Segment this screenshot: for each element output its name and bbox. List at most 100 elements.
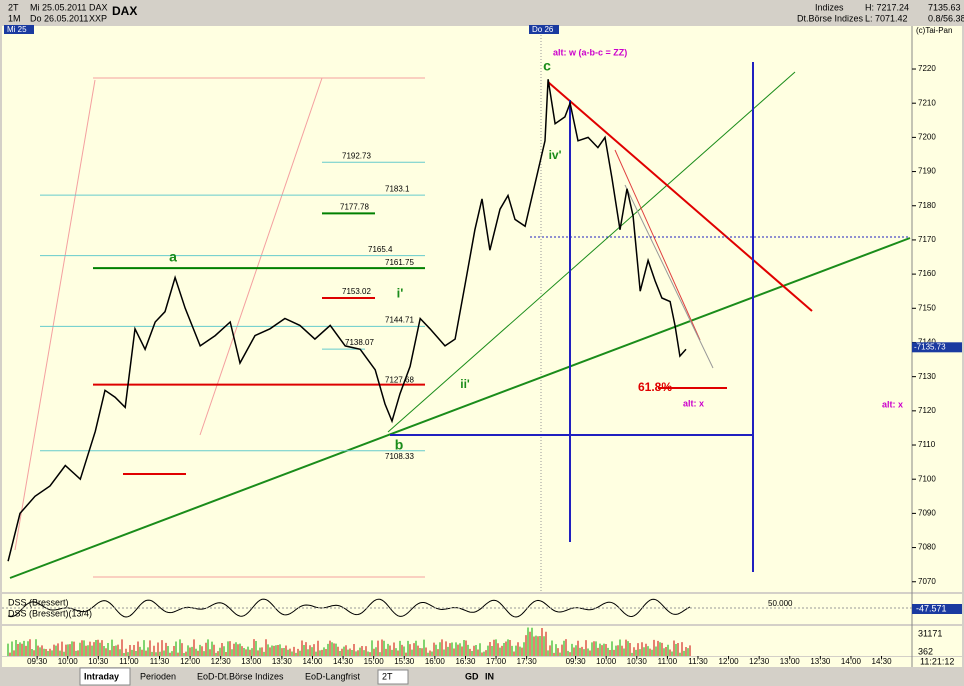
x-tick-label: 13:00 [241, 657, 262, 666]
symbol: DAX [89, 2, 108, 12]
last: 7135.63 [928, 2, 961, 12]
annotation: iv' [549, 148, 562, 162]
x-tick-label: 13:00 [780, 657, 801, 666]
indicator-panel [2, 594, 962, 624]
high: H: 7217.24 [865, 2, 909, 12]
y-tick-label: 7110 [918, 440, 936, 449]
annotation: a [169, 249, 177, 265]
chart-title: DAX [112, 4, 137, 18]
annotation: ii' [460, 377, 470, 391]
drawings [9, 62, 911, 579]
x-tick-label: 09:30 [27, 657, 48, 666]
copyright: (c)Tai-Pan [916, 26, 952, 35]
x-tick-label: 09:30 [566, 657, 587, 666]
x-tick-label: 10:30 [627, 657, 648, 666]
y-tick-label: 7180 [918, 201, 936, 210]
y-tick-label: 7210 [918, 98, 936, 107]
channel-line [199, 77, 323, 436]
x-tick-label: 14:30 [872, 657, 893, 666]
change: 0.8/56.38 [928, 13, 964, 23]
level-label: 7183.1 [385, 184, 410, 193]
y-tick-label: 7080 [918, 543, 936, 552]
x-tick-label: 12:30 [749, 657, 770, 666]
plot-area [2, 26, 912, 592]
date: Mi 25.05.2011 [30, 2, 86, 12]
x-tick-label: 10:30 [88, 657, 109, 666]
price-line [7, 79, 687, 562]
day-badge [4, 25, 34, 34]
annotation: 61.8% [638, 380, 672, 394]
span: 1M [8, 13, 21, 23]
price-marker: -7135.73 [914, 342, 946, 351]
y-tick-label: 7200 [918, 132, 936, 141]
annotation: alt: w (a-b-c = ZZ) [553, 47, 627, 57]
period: 2T [8, 2, 19, 12]
x-tick-label: 14:30 [333, 657, 354, 666]
y-tick-label: 7170 [918, 235, 936, 244]
x-tick-label: 17:30 [517, 657, 538, 666]
tab[interactable]: EoD-Langfrist [305, 671, 361, 681]
x-tick-label: 10:00 [58, 657, 79, 666]
annotation: i' [397, 285, 404, 300]
annotation: alt: x [683, 398, 704, 408]
volume-max: 31171 [918, 628, 942, 638]
level-label: 7127.68 [385, 376, 414, 385]
clock: 11:21:12 [920, 656, 954, 666]
level-label: 7177.78 [340, 202, 369, 211]
level-label: 7165.4 [368, 245, 393, 254]
source: Dt.Börse Indizes [797, 13, 864, 23]
trend-line [624, 184, 714, 369]
x-tick-label: 13:30 [810, 657, 831, 666]
x-tick-label: 12:00 [180, 657, 201, 666]
level-label: 7161.75 [385, 258, 414, 267]
x-tick-label: 11:00 [658, 657, 678, 666]
group: Indizes [815, 2, 844, 12]
tab-active[interactable] [79, 667, 131, 686]
x-tick-label: 10:00 [596, 657, 617, 666]
trend-line [9, 237, 911, 579]
toolbar-item[interactable]: GD [465, 671, 479, 681]
toolbar-item[interactable]: IN [485, 671, 494, 681]
x-tick-label: 15:00 [364, 657, 385, 666]
x-tick-label: 15:30 [394, 657, 415, 666]
tab[interactable]: Perioden [140, 671, 176, 681]
indicator-name: DSS (Bressert) [8, 597, 69, 607]
day-badge [529, 25, 559, 34]
tab[interactable]: Intraday [84, 671, 119, 681]
indicator-last: -47.571 [916, 603, 947, 613]
level-label: 7138.07 [345, 338, 374, 347]
date: Do 26.05.2011 [30, 13, 88, 23]
y-tick-label: 7120 [918, 406, 936, 415]
price-badge [912, 342, 962, 353]
toolbar-item[interactable]: 2T [382, 671, 393, 681]
x-tick-label: 11:30 [150, 657, 170, 666]
level-label: 7144.71 [385, 315, 414, 324]
x-tick-label: 16:30 [455, 657, 476, 666]
x-tick-label: 12:30 [211, 657, 232, 666]
indicator-name: DSS (Bressert)(13/4) [8, 608, 92, 618]
day-label: Do 26 [532, 25, 554, 34]
tab[interactable]: EoD-Dt.Börse Indizes [197, 671, 284, 681]
annotation: c [543, 58, 551, 74]
indicator-level: 50.000 [768, 599, 793, 608]
level-label: 7153.02 [342, 287, 371, 296]
trend-line [547, 81, 813, 312]
volume-min: 362 [918, 646, 933, 656]
y-tick-label: 7150 [918, 303, 936, 312]
annotation: alt: x [882, 399, 903, 409]
y-tick-label: 7220 [918, 64, 936, 73]
y-tick-label: 7160 [918, 269, 936, 278]
level-label: 7108.33 [385, 452, 414, 461]
x-tick-label: 14:00 [841, 657, 862, 666]
time-axis [2, 657, 962, 667]
level-label: 7192.73 [342, 151, 371, 160]
day-label: Mi 25 [7, 25, 27, 34]
y-axis-area [912, 26, 962, 592]
annotation: b [395, 437, 404, 453]
trend-line [614, 149, 701, 341]
low: L: 7071.42 [865, 13, 908, 23]
dropdown[interactable] [377, 669, 409, 685]
trend-line [387, 71, 796, 433]
channel-line [14, 79, 96, 551]
